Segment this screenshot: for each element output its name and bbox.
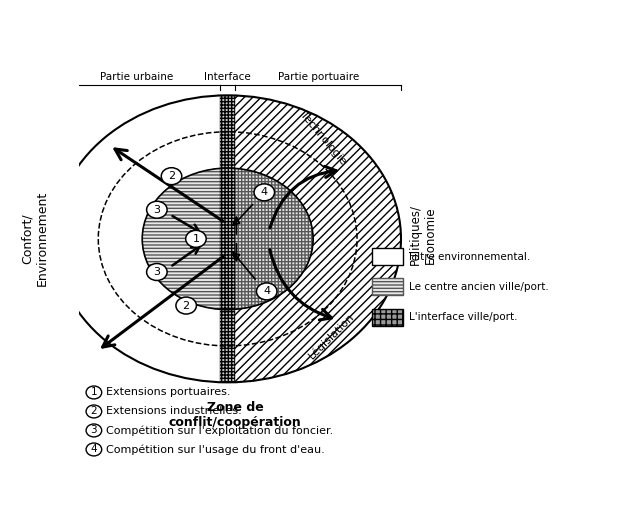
Text: Interface: Interface: [204, 72, 251, 82]
Circle shape: [256, 283, 277, 300]
Circle shape: [86, 405, 101, 418]
Circle shape: [161, 167, 182, 185]
Wedge shape: [54, 96, 227, 382]
Circle shape: [254, 184, 275, 201]
Circle shape: [54, 96, 401, 382]
Text: 1: 1: [192, 234, 200, 244]
Circle shape: [147, 264, 167, 280]
Text: 2: 2: [91, 406, 97, 416]
Text: 4: 4: [263, 287, 270, 297]
Text: Le centre ancien ville/port.: Le centre ancien ville/port.: [410, 282, 549, 292]
Text: Extensions portuaires.: Extensions portuaires.: [106, 387, 230, 397]
Text: 3: 3: [153, 267, 161, 277]
Circle shape: [86, 424, 101, 437]
Circle shape: [86, 443, 101, 456]
Text: 3: 3: [91, 425, 97, 435]
Bar: [372, 309, 403, 326]
Wedge shape: [227, 96, 401, 382]
Circle shape: [176, 297, 197, 314]
Text: Technologie: Technologie: [298, 110, 348, 167]
Text: Politiques/
Economie: Politiques/ Economie: [409, 204, 437, 265]
Bar: [220, 96, 236, 382]
Text: 4: 4: [261, 187, 268, 197]
Text: L'interface ville/port.: L'interface ville/port.: [410, 312, 518, 322]
Text: Compétition sur l'usage du front d'eau.: Compétition sur l'usage du front d'eau.: [106, 444, 324, 455]
Text: Extensions industrielles.: Extensions industrielles.: [106, 406, 241, 416]
Text: 2: 2: [183, 300, 190, 311]
Text: 4: 4: [91, 445, 97, 455]
Circle shape: [142, 168, 313, 310]
Text: Partie portuaire: Partie portuaire: [278, 72, 359, 82]
Text: 2: 2: [168, 171, 175, 181]
Circle shape: [186, 230, 206, 247]
Text: Confort/
Environnement: Confort/ Environnement: [21, 191, 49, 287]
Text: Partie urbaine: Partie urbaine: [100, 72, 174, 82]
Bar: [220, 96, 236, 382]
Bar: [372, 248, 403, 265]
Circle shape: [86, 386, 101, 399]
Text: Compétition sur l'exploitation du foncier.: Compétition sur l'exploitation du foncie…: [106, 425, 333, 436]
Text: Zone de
conflit/coopération: Zone de conflit/coopération: [169, 401, 301, 428]
Circle shape: [147, 201, 167, 218]
Bar: [372, 278, 403, 296]
Text: Législation: Législation: [307, 311, 357, 361]
Text: Filtre environnemental.: Filtre environnemental.: [410, 251, 530, 261]
Text: 1: 1: [91, 387, 97, 397]
Text: 3: 3: [153, 205, 161, 215]
